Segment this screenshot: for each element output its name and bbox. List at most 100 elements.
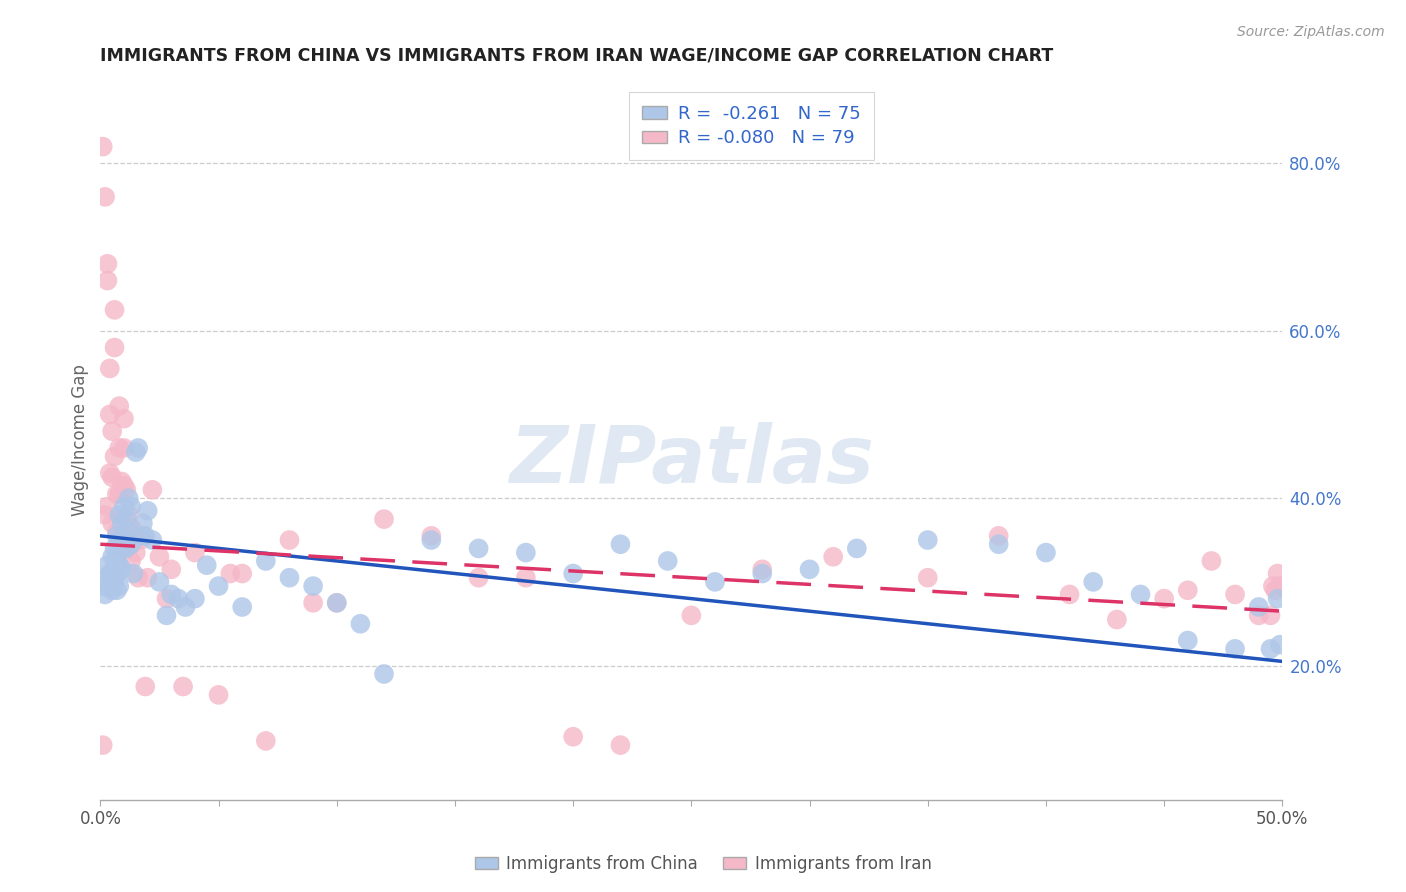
Point (141, 533, 163, 547)
Point (96, 274, 118, 288)
Point (917, 533, 939, 547)
Point (195, 558, 218, 573)
Point (562, 566, 585, 581)
Point (111, 512, 134, 526)
Point (122, 524, 145, 539)
Point (1105, 613, 1128, 627)
Point (103, 450, 125, 464)
Point (254, 554, 277, 568)
Point (108, 579, 131, 593)
Point (148, 549, 170, 564)
Point (98, 466, 121, 480)
Point (1223, 641, 1246, 656)
Point (103, 341, 125, 355)
Point (184, 546, 207, 560)
Point (111, 562, 134, 576)
Point (111, 541, 134, 556)
Point (103, 302, 125, 317)
Point (1267, 566, 1289, 581)
Point (111, 475, 134, 489)
Point (120, 520, 142, 534)
Point (111, 516, 134, 531)
Point (98, 408, 121, 422)
Point (91, 738, 114, 752)
Point (1129, 587, 1152, 601)
Point (148, 574, 170, 589)
Point (1267, 591, 1289, 606)
Point (373, 512, 395, 526)
Point (127, 571, 149, 585)
Point (1177, 583, 1199, 598)
Point (105, 554, 128, 568)
Point (94, 508, 117, 522)
Point (134, 529, 156, 543)
Point (122, 566, 145, 581)
Point (1247, 599, 1270, 614)
Point (467, 541, 489, 556)
Text: IMMIGRANTS FROM CHINA VS IMMIGRANTS FROM IRAN WAGE/INCOME GAP CORRELATION CHART: IMMIGRANTS FROM CHINA VS IMMIGRANTS FROM… (100, 46, 1053, 64)
Point (1260, 608, 1282, 623)
Point (108, 508, 131, 522)
Point (115, 512, 138, 526)
Text: Source: ZipAtlas.com: Source: ZipAtlas.com (1237, 25, 1385, 39)
Point (207, 579, 229, 593)
Point (108, 487, 131, 501)
Point (136, 571, 159, 585)
Point (609, 738, 631, 752)
Point (1223, 587, 1246, 601)
Point (160, 587, 183, 601)
Point (155, 591, 177, 606)
Point (112, 529, 135, 543)
Point (96, 571, 118, 585)
Point (420, 529, 443, 543)
Point (103, 562, 125, 576)
Point (917, 571, 939, 585)
Point (219, 566, 242, 581)
Point (101, 424, 124, 438)
Point (1264, 583, 1286, 598)
Point (1083, 574, 1105, 589)
Point (681, 608, 703, 623)
Text: ZIPatlas: ZIPatlas (509, 422, 875, 500)
Point (115, 541, 138, 556)
Point (112, 500, 135, 514)
Point (112, 411, 135, 425)
Point (657, 554, 679, 568)
Point (105, 529, 128, 543)
Point (118, 491, 141, 506)
Point (115, 524, 138, 539)
Point (1268, 638, 1291, 652)
Point (823, 549, 845, 564)
Point (231, 599, 253, 614)
Point (105, 566, 128, 581)
Point (420, 533, 443, 547)
Point (184, 591, 207, 606)
Point (987, 537, 1010, 551)
Point (609, 537, 631, 551)
Point (125, 445, 148, 459)
Point (108, 558, 131, 573)
Point (302, 579, 325, 593)
Point (172, 680, 194, 694)
Point (105, 487, 128, 501)
Point (112, 520, 135, 534)
Point (98, 579, 121, 593)
Point (98, 361, 121, 376)
Point (120, 554, 142, 568)
Point (704, 574, 727, 589)
Point (373, 667, 395, 681)
Point (467, 571, 489, 585)
Point (105, 549, 128, 564)
Point (101, 516, 124, 531)
Point (96, 257, 118, 271)
Point (987, 529, 1010, 543)
Point (103, 574, 125, 589)
Point (127, 441, 149, 455)
Point (120, 537, 142, 551)
Point (1260, 641, 1282, 656)
Point (155, 608, 177, 623)
Point (1153, 591, 1175, 606)
Point (132, 516, 155, 531)
Point (108, 524, 131, 539)
Point (326, 596, 349, 610)
